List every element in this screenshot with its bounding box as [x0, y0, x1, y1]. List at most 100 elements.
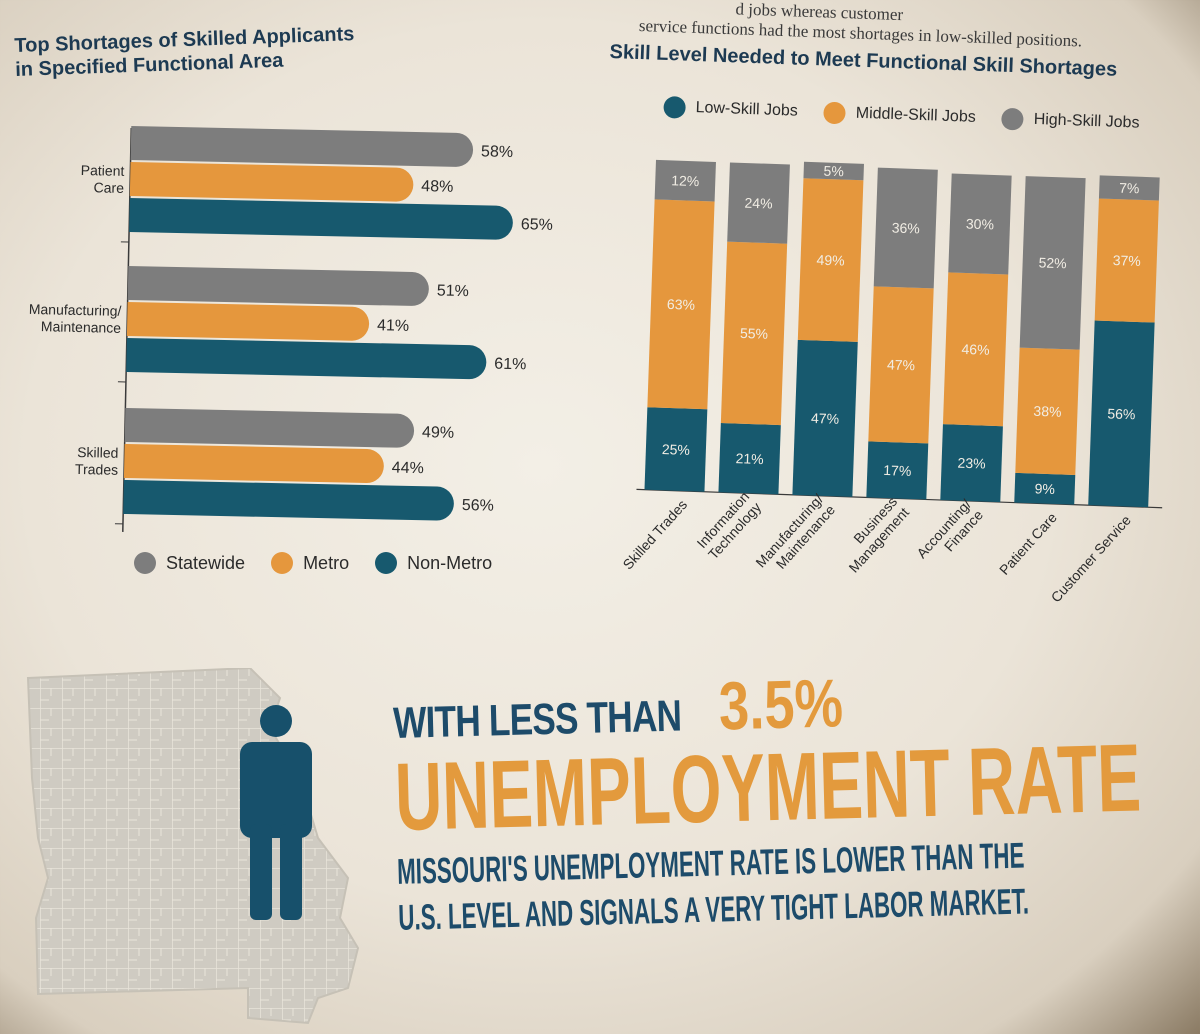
bar-non-metro-patient-care [129, 198, 513, 240]
segment-high-skill-jobs-skilled-trades [654, 159, 716, 202]
segment-middle-skill-jobs-accounting-finance [942, 272, 1009, 427]
legend-high-skill-label: High-Skill Jobs [1033, 110, 1140, 132]
segment-label-middle-skill-jobs-skilled-trades: 63% [667, 296, 696, 313]
legend-metro-label: Metro [303, 552, 350, 573]
segment-middle-skill-jobs-business-management [868, 286, 934, 444]
category-label-line: Maintenance [41, 318, 122, 336]
segment-label-low-skill-jobs-business-management: 17% [883, 462, 912, 479]
bar-metro-patient-care [129, 162, 414, 202]
x-tick-label-patient-care: Patient Care [996, 509, 1060, 578]
segment-high-skill-jobs-patient-care [1019, 176, 1086, 350]
segment-label-low-skill-jobs-accounting-finance: 23% [957, 455, 986, 472]
data-label-metro-patient-care: 48% [421, 178, 453, 196]
segment-label-high-skill-jobs-skilled-trades: 12% [671, 172, 700, 189]
segment-label-low-skill-jobs-manufacturing-maintenance: 47% [811, 410, 840, 427]
x-tick-label-line: Skilled Trades [619, 496, 690, 572]
bar-non-metro-manufacturing-maintenance [126, 337, 487, 380]
legend-statewide-label: Statewide [166, 552, 246, 573]
segment-low-skill-jobs-customer-service [1088, 320, 1155, 508]
category-label-line: Care [93, 179, 124, 196]
legend-metro: Metro [271, 552, 349, 574]
data-label-statewide-skilled-trades: 49% [422, 424, 454, 442]
bar-statewide-patient-care [130, 126, 474, 167]
segment-label-low-skill-jobs-patient-care: 9% [1034, 480, 1055, 497]
bar-metro-manufacturing-maintenance [126, 301, 370, 341]
segment-label-high-skill-jobs-customer-service: 7% [1119, 180, 1140, 197]
segment-low-skill-jobs-accounting-finance [940, 424, 1003, 503]
segment-label-middle-skill-jobs-customer-service: 37% [1112, 252, 1141, 269]
x-tick-label-line: Patient Care [996, 509, 1060, 578]
data-label-statewide-manufacturing-maintenance: 51% [437, 282, 469, 300]
segment-middle-skill-jobs-information-technology [720, 241, 788, 426]
segment-label-high-skill-jobs-accounting-finance: 30% [966, 216, 995, 233]
segment-label-low-skill-jobs-customer-service: 56% [1107, 405, 1136, 422]
segment-middle-skill-jobs-patient-care [1015, 347, 1080, 475]
segment-low-skill-jobs-manufacturing-maintenance [792, 339, 858, 497]
segment-high-skill-jobs-business-management [873, 167, 938, 289]
segment-label-high-skill-jobs-patient-care: 52% [1038, 254, 1067, 271]
data-label-non-metro-skilled-trades: 56% [462, 497, 494, 515]
legend-low-skill: Low-Skill Jobs [663, 96, 798, 123]
segment-middle-skill-jobs-customer-service [1094, 198, 1159, 323]
segment-label-middle-skill-jobs-information-technology: 55% [740, 325, 769, 342]
bar-statewide-manufacturing-maintenance [127, 265, 429, 306]
bar-statewide-skilled-trades [124, 407, 415, 448]
category-label-line: Skilled [77, 444, 119, 461]
bar-metro-skilled-trades [123, 443, 384, 484]
data-label-metro-manufacturing-maintenance: 41% [377, 317, 409, 335]
segment-low-skill-jobs-business-management [866, 441, 929, 500]
segment-label-middle-skill-jobs-accounting-finance: 46% [961, 341, 990, 358]
legend-middle-skill-swatch [823, 101, 847, 125]
segment-middle-skill-jobs-skilled-trades [647, 199, 715, 410]
right-chart-plot: 25% 63% 12% Skilled Trades 21% 55% 24% Informat… [619, 159, 1163, 606]
legend-non-metro-swatch [375, 552, 398, 574]
segment-label-high-skill-jobs-manufacturing-maintenance: 5% [823, 163, 844, 180]
data-label-non-metro-patient-care: 65% [521, 216, 553, 234]
legend-statewide-swatch [134, 552, 156, 574]
segment-label-middle-skill-jobs-business-management: 47% [887, 356, 916, 373]
segment-label-middle-skill-jobs-manufacturing-maintenance: 49% [816, 252, 845, 269]
segment-middle-skill-jobs-manufacturing-maintenance [797, 178, 864, 342]
legend-metro-swatch [271, 552, 294, 574]
legend-low-skill-label: Low-Skill Jobs [695, 99, 799, 120]
right-stacked-chart: 25% 63% 12% Skilled Trades 21% 55% 24% Informat… [619, 159, 1163, 606]
x-tick-label-line: Customer Service [1048, 512, 1134, 606]
data-label-metro-skilled-trades: 44% [392, 460, 424, 478]
segment-label-low-skill-jobs-skilled-trades: 25% [662, 441, 691, 458]
legend-high-skill-swatch [1001, 107, 1025, 131]
legend-non-metro: Non-Metro [375, 552, 492, 574]
left-chart-legend: Statewide Metro Non-Metro [134, 552, 518, 574]
category-label-line: Patient [81, 162, 125, 179]
data-label-statewide-patient-care: 58% [481, 143, 513, 161]
category-label-manufacturing-maintenance: Manufacturing/Maintenance [29, 301, 122, 336]
legend-statewide: Statewide [134, 552, 245, 574]
x-tick-label-customer-service: Customer Service [1048, 512, 1134, 606]
segment-label-middle-skill-jobs-patient-care: 38% [1033, 403, 1062, 420]
x-tick-label-skilled-trades: Skilled Trades [619, 496, 690, 572]
data-label-non-metro-manufacturing-maintenance: 61% [494, 356, 526, 374]
segment-label-low-skill-jobs-information-technology: 21% [735, 450, 764, 467]
segment-low-skill-jobs-skilled-trades [644, 407, 708, 492]
segment-label-high-skill-jobs-information-technology: 24% [744, 195, 773, 212]
category-label-line: Manufacturing/ [29, 301, 122, 319]
category-label-line: Trades [75, 461, 118, 478]
segment-low-skill-jobs-information-technology [718, 422, 781, 495]
x-tick-label-accounting-finance: Accounting/Finance [913, 496, 986, 561]
headline-main: UNEMPLOYMENT RATE [393, 724, 1143, 851]
legend-non-metro-label: Non-Metro [407, 552, 493, 573]
segment-high-skill-jobs-manufacturing-maintenance [803, 161, 864, 181]
headline-block: WITH LESS THAN 3.5% UNEMPLOYMENT RATE MI… [392, 647, 1200, 940]
segment-label-high-skill-jobs-business-management: 36% [891, 220, 920, 237]
person-icon [240, 705, 312, 920]
segment-high-skill-jobs-accounting-finance [948, 173, 1012, 275]
legend-middle-skill-label: Middle-Skill Jobs [855, 104, 977, 126]
segment-low-skill-jobs-patient-care [1014, 472, 1076, 505]
bar-non-metro-skilled-trades [123, 479, 454, 521]
x-tick-label-manufacturing-maintenance: Manufacturing/Maintenance [752, 491, 838, 572]
